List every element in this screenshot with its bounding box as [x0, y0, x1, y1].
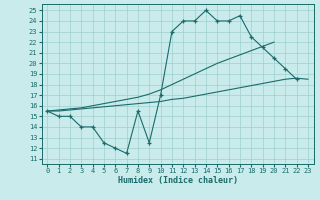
- X-axis label: Humidex (Indice chaleur): Humidex (Indice chaleur): [118, 176, 237, 185]
